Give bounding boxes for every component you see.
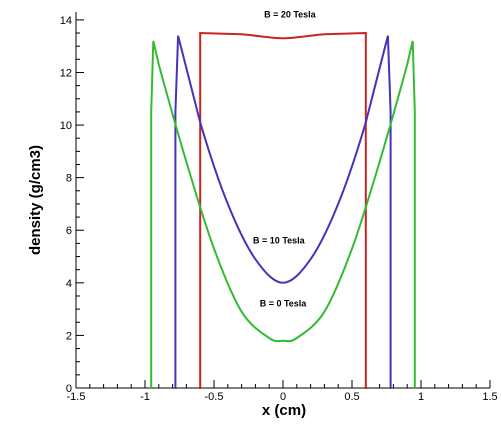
series-line-1 [198, 31, 368, 389]
x-tick-label: 0.5 [344, 391, 359, 403]
annotations: B = 20 Tesla B = 10 Tesla B = 0 Tesla [253, 9, 317, 308]
y-tick-label: 10 [60, 120, 72, 132]
annotation-label: B = 10 Tesla [253, 235, 306, 245]
x-tick-label: -1 [140, 391, 150, 403]
x-tick-label: 1 [418, 391, 424, 403]
x-tick-label: -0.5 [205, 391, 224, 403]
series-group [150, 31, 416, 389]
x-tick-label: 0 [280, 391, 286, 403]
series-line-2 [174, 35, 392, 389]
y-tick-label: 2 [66, 330, 72, 342]
annotation-label: B = 0 Tesla [260, 298, 308, 308]
x-axis-label: x (cm) [262, 402, 306, 419]
y-tick-label: 4 [66, 278, 72, 290]
annotation-label: B = 20 Tesla [264, 9, 317, 19]
x-tick-label: -1.5 [67, 391, 86, 403]
x-tick-label: 1.5 [482, 391, 497, 403]
y-tick-label: 8 [66, 173, 72, 185]
y-tick-label: 14 [60, 15, 72, 27]
y-tick-label: 12 [60, 67, 72, 79]
series-line-3 [150, 40, 416, 389]
y-axis-label: density (g/cm3) [27, 145, 44, 255]
y-tick-label: 0 [66, 383, 72, 395]
y-tick-label: 6 [66, 225, 72, 237]
axes: -1.5 -1 -0.5 0 0.5 1 1.5 0 2 4 6 8 10 12 14 [60, 12, 498, 403]
